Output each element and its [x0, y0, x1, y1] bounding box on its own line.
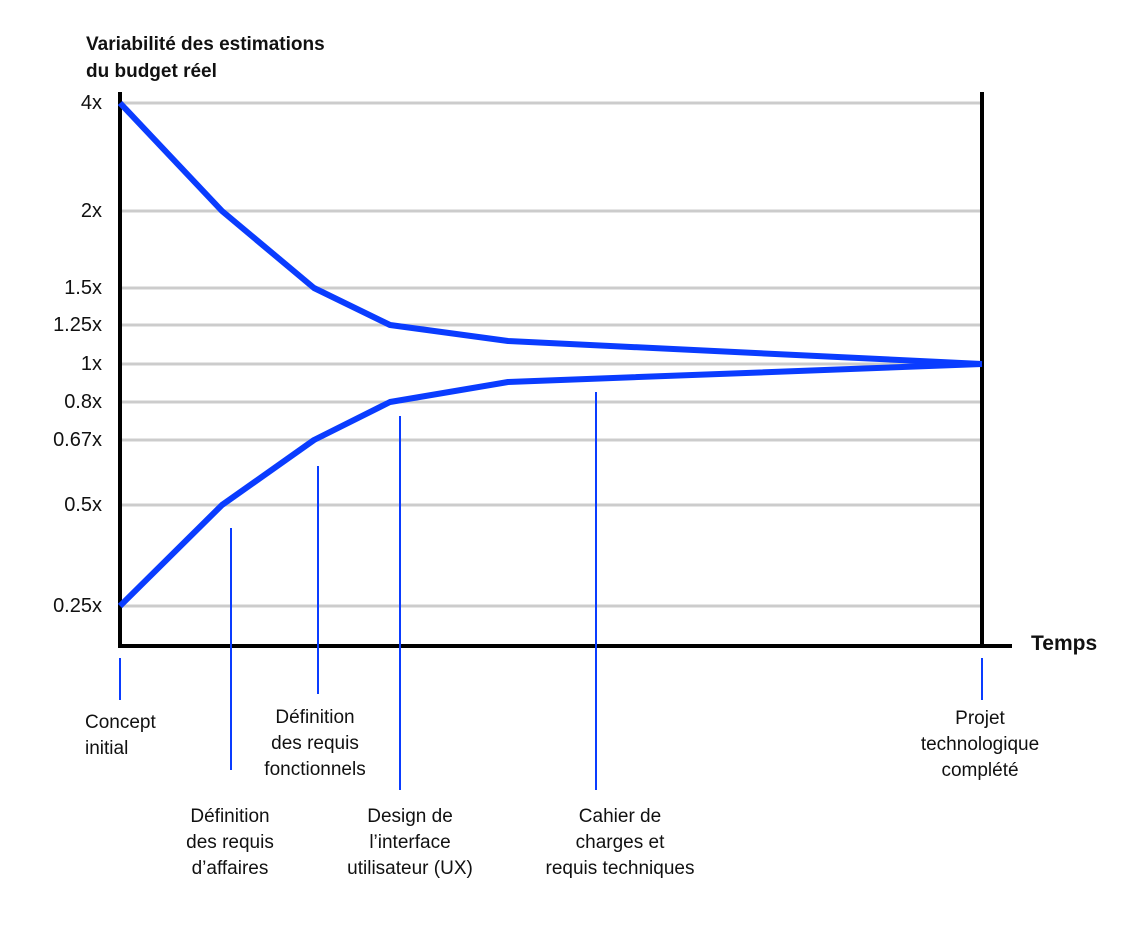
y-tick-label: 0.67x	[53, 429, 102, 451]
y-tick-label: 0.5x	[64, 494, 102, 516]
milestone-label: Cahier de charges et requis techniques	[545, 806, 695, 879]
milestone-label: Concept initial	[85, 712, 156, 759]
lower-bound-line	[117, 361, 983, 609]
milestone-label: Projet technologique complété	[920, 708, 1040, 781]
chart-title-line-1: Variabilité des estimations	[86, 34, 325, 55]
grid-lines	[120, 101, 982, 608]
milestone-label: Définition des requis fonctionnels	[264, 707, 366, 780]
x-axis-label: Temps	[1031, 632, 1098, 655]
milestone-markers	[119, 392, 983, 790]
upper-bound-line	[117, 100, 983, 367]
milestone-label: Design de l’interface utilisateur (UX)	[347, 806, 473, 879]
y-tick-label: 0.8x	[64, 391, 102, 413]
milestone-label: Définition des requis d’affaires	[186, 806, 274, 879]
y-tick-label: 0.25x	[53, 595, 102, 617]
series	[117, 100, 983, 609]
y-tick-label: 1.25x	[53, 314, 102, 336]
axes	[118, 92, 1012, 648]
y-tick-label: 1x	[80, 353, 102, 375]
y-tick-label: 2x	[80, 200, 102, 222]
chart-title-line-2: du budget réel	[86, 61, 217, 82]
y-tick-label: 1.5x	[64, 277, 102, 299]
y-tick-label: 4x	[80, 92, 102, 114]
